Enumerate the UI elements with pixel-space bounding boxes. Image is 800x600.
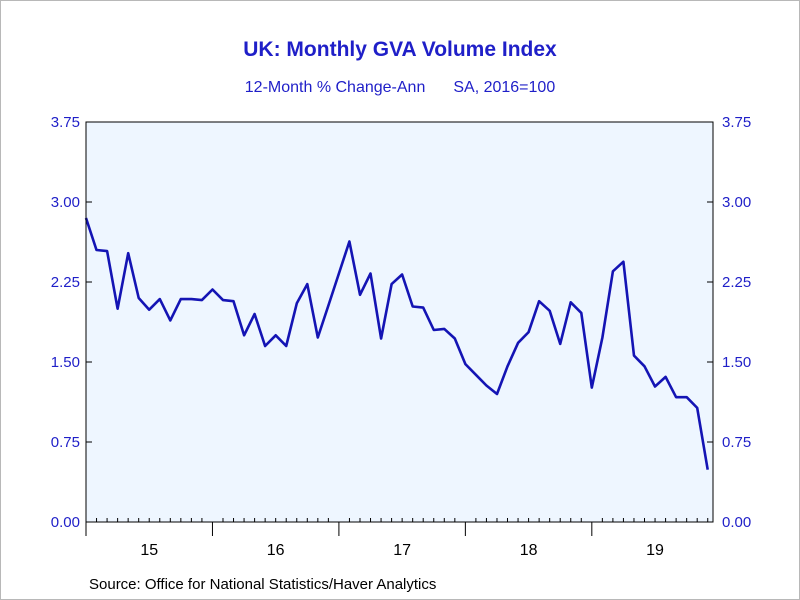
- plot-area: [86, 122, 713, 522]
- subtitle-basis: SA, 2016=100: [453, 79, 556, 96]
- y-tick-label-left: 3.75: [51, 114, 80, 131]
- chart-title: UK: Monthly GVA Volume Index: [243, 38, 557, 61]
- x-tick-label: 15: [140, 542, 158, 559]
- series-line: [84, 217, 709, 470]
- chart-subtitle: 12-Month % Change-Ann SA, 2016=100: [0, 79, 800, 97]
- x-tick-label: 17: [393, 542, 411, 559]
- right-axis: 0.00 0.75 1.50 2.25 3.00 3.75: [707, 114, 751, 531]
- plot-border: [85, 121, 714, 523]
- x-tick-label: 16: [267, 542, 285, 559]
- y-tick-label-left: 0.00: [51, 514, 80, 531]
- x-tick-label: 19: [646, 542, 664, 559]
- y-tick-label-right: 1.50: [722, 354, 751, 371]
- y-tick-label-right: 3.00: [722, 194, 751, 211]
- y-tick-label-right: 3.75: [722, 114, 751, 131]
- y-tick-label-right: 2.25: [722, 274, 751, 291]
- source-note: Source: Office for National Statistics/H…: [89, 576, 437, 593]
- left-axis: 0.00 0.75 1.50 2.25 3.00 3.75: [51, 114, 92, 531]
- y-tick-label-left: 0.75: [51, 434, 80, 451]
- x-tick-label: 18: [520, 542, 538, 559]
- y-tick-label-left: 2.25: [51, 274, 80, 291]
- y-tick-label-left: 3.00: [51, 194, 80, 211]
- y-tick-label-left: 1.50: [51, 354, 80, 371]
- y-tick-label-right: 0.00: [722, 514, 751, 531]
- subtitle-measure: 12-Month % Change-Ann: [244, 79, 426, 96]
- y-tick-label-right: 0.75: [722, 434, 751, 451]
- x-axis: 15 16 17 18 19: [85, 518, 709, 559]
